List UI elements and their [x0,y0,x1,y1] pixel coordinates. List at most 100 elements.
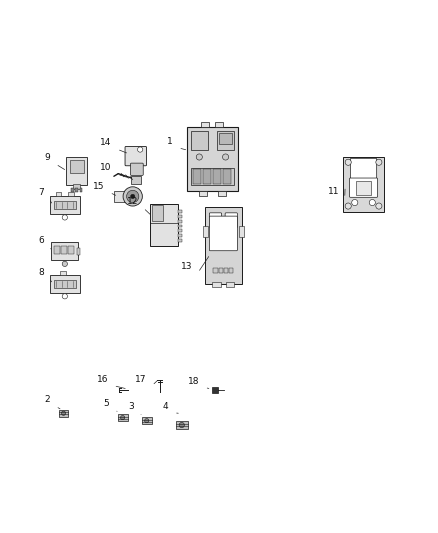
Text: 11: 11 [328,188,339,197]
Circle shape [62,261,67,266]
Circle shape [120,416,125,419]
Text: 18: 18 [188,377,199,386]
FancyBboxPatch shape [131,176,141,184]
FancyBboxPatch shape [224,269,228,273]
FancyBboxPatch shape [239,226,244,237]
Circle shape [138,147,143,152]
FancyBboxPatch shape [356,181,371,195]
Text: 16: 16 [97,375,108,384]
FancyBboxPatch shape [178,211,182,213]
Circle shape [345,203,351,209]
Text: 7: 7 [38,188,44,197]
FancyBboxPatch shape [229,269,233,273]
FancyBboxPatch shape [178,229,182,232]
Circle shape [123,187,142,206]
FancyBboxPatch shape [178,220,182,223]
Text: 17: 17 [135,375,147,384]
FancyBboxPatch shape [60,271,66,275]
FancyBboxPatch shape [59,410,68,417]
FancyBboxPatch shape [50,275,80,293]
Circle shape [352,199,358,206]
FancyBboxPatch shape [131,163,143,175]
FancyBboxPatch shape [61,246,67,254]
FancyBboxPatch shape [77,248,80,255]
FancyBboxPatch shape [217,131,234,150]
Circle shape [62,215,67,220]
FancyBboxPatch shape [54,280,76,287]
FancyBboxPatch shape [176,421,188,430]
FancyBboxPatch shape [219,269,223,273]
Text: 12: 12 [127,197,138,206]
FancyBboxPatch shape [343,157,384,212]
FancyBboxPatch shape [56,192,61,196]
Circle shape [62,294,67,299]
Text: 13: 13 [181,262,193,271]
Circle shape [345,159,351,165]
FancyBboxPatch shape [114,191,125,201]
FancyBboxPatch shape [226,282,234,287]
FancyBboxPatch shape [213,269,218,273]
FancyBboxPatch shape [150,204,179,246]
Text: 8: 8 [38,268,44,277]
Circle shape [179,423,184,427]
FancyBboxPatch shape [118,414,127,421]
FancyBboxPatch shape [219,133,232,144]
FancyBboxPatch shape [193,169,201,184]
FancyBboxPatch shape [191,168,234,185]
FancyBboxPatch shape [178,239,182,241]
FancyBboxPatch shape [209,213,222,228]
Circle shape [223,154,229,160]
FancyBboxPatch shape [202,226,208,237]
Text: 15: 15 [93,182,104,191]
Text: 10: 10 [100,163,112,172]
Circle shape [196,154,202,160]
FancyBboxPatch shape [205,207,242,284]
FancyBboxPatch shape [212,387,218,393]
Text: 4: 4 [163,402,169,411]
FancyBboxPatch shape [203,169,211,184]
FancyBboxPatch shape [71,188,74,191]
Text: 14: 14 [100,139,112,147]
Circle shape [61,411,66,415]
FancyBboxPatch shape [225,213,237,228]
FancyBboxPatch shape [54,246,60,254]
Circle shape [131,194,135,199]
FancyBboxPatch shape [51,242,78,260]
FancyBboxPatch shape [75,188,78,191]
FancyBboxPatch shape [50,196,80,214]
FancyBboxPatch shape [152,205,163,221]
Circle shape [369,199,375,206]
FancyBboxPatch shape [209,216,237,251]
FancyBboxPatch shape [201,122,209,127]
FancyBboxPatch shape [178,215,182,218]
FancyBboxPatch shape [68,192,74,196]
Circle shape [145,418,149,423]
Text: 3: 3 [128,402,134,411]
FancyBboxPatch shape [70,160,84,173]
FancyBboxPatch shape [350,178,378,197]
FancyBboxPatch shape [73,184,80,189]
Circle shape [376,203,382,209]
FancyBboxPatch shape [350,158,377,179]
FancyBboxPatch shape [213,169,221,184]
FancyBboxPatch shape [80,188,82,191]
FancyBboxPatch shape [223,169,231,184]
FancyBboxPatch shape [178,234,182,237]
Circle shape [376,159,382,165]
FancyBboxPatch shape [125,147,146,166]
Text: 1: 1 [167,137,173,146]
Text: 6: 6 [38,236,44,245]
FancyBboxPatch shape [218,190,226,196]
FancyBboxPatch shape [187,127,237,191]
FancyBboxPatch shape [212,282,221,287]
FancyBboxPatch shape [68,246,74,254]
FancyBboxPatch shape [178,225,182,227]
FancyBboxPatch shape [66,157,87,184]
Text: 2: 2 [45,395,50,405]
FancyBboxPatch shape [142,417,152,424]
FancyBboxPatch shape [191,131,208,150]
Circle shape [127,190,139,203]
FancyBboxPatch shape [215,122,223,127]
FancyBboxPatch shape [199,190,207,196]
FancyBboxPatch shape [54,201,76,209]
